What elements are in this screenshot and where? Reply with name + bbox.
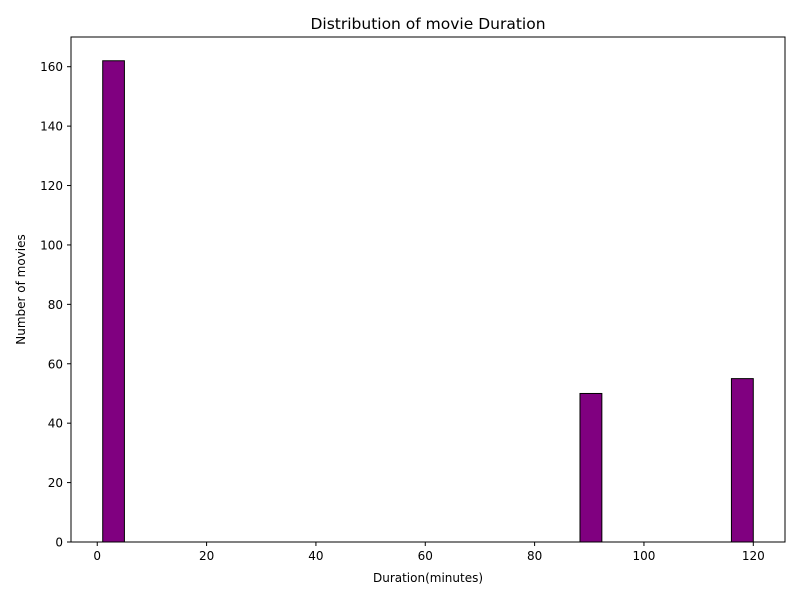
histogram-bar-1 <box>102 60 125 543</box>
y-tick-label: 40 <box>48 417 63 431</box>
y-tick-label: 160 <box>40 60 63 74</box>
y-tick-label: 0 <box>55 536 63 550</box>
x-axis-ticks: 0 20 40 60 80 100 120 <box>93 542 765 563</box>
x-tick-label: 40 <box>308 549 323 563</box>
histogram-bar-3 <box>730 378 754 543</box>
y-tick-label: 100 <box>40 238 63 252</box>
y-tick-label: 20 <box>48 476 63 490</box>
x-tick-label: 80 <box>527 549 542 563</box>
plot-area-frame <box>70 36 786 543</box>
x-tick-label: 100 <box>632 549 655 563</box>
y-axis-label: Number of movies <box>14 234 28 345</box>
y-axis-ticks: 0 20 40 60 80 100 120 140 160 <box>40 60 71 550</box>
y-tick-label: 80 <box>48 298 63 312</box>
x-tick-label: 20 <box>199 549 214 563</box>
y-tick-label: 120 <box>40 179 63 193</box>
x-tick-label: 0 <box>93 549 101 563</box>
y-tick-label: 60 <box>48 357 63 371</box>
x-tick-label: 120 <box>742 549 765 563</box>
x-axis-label: Duration(minutes) <box>373 571 483 585</box>
histogram-bar-2 <box>579 392 603 543</box>
x-tick-label: 60 <box>418 549 433 563</box>
chart-title: Distribution of movie Duration <box>310 15 545 33</box>
y-tick-label: 140 <box>40 120 63 134</box>
